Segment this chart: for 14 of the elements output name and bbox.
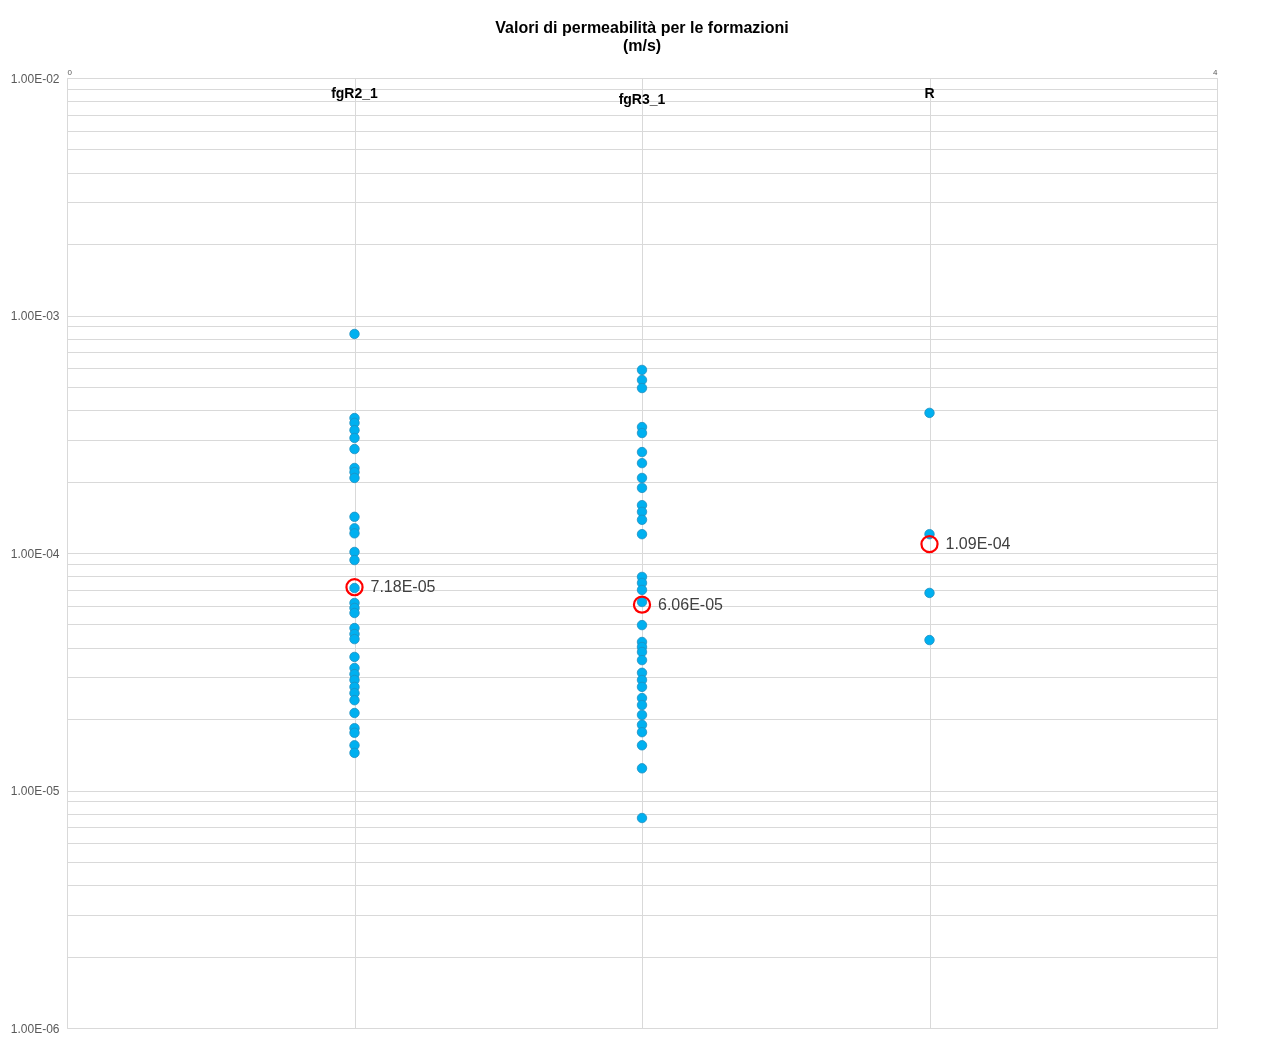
annotation: R: [924, 85, 935, 101]
data-label: 7.18E-05: [370, 578, 436, 596]
y-tick-label: 1.00E-02: [10, 71, 60, 86]
x-tick-label: 0: [67, 67, 73, 77]
y-tick-label: 1.00E-03: [10, 309, 60, 323]
y-tick-label: 1.00E-06: [10, 1021, 60, 1036]
y-tick-label: 1.00E-05: [10, 784, 60, 798]
data-label: 1.09E-04: [945, 535, 1011, 553]
annotation: fgR2_1: [331, 85, 379, 101]
chart-title: Valori di permeabilità per le formazioni (m/s): [495, 19, 789, 54]
x-tick-label: 4: [1213, 67, 1219, 77]
annotation: fgR3_1: [618, 91, 666, 107]
data-label: 6.06E-05: [658, 595, 724, 613]
y-tick-label: 1.00E-04: [10, 546, 60, 561]
